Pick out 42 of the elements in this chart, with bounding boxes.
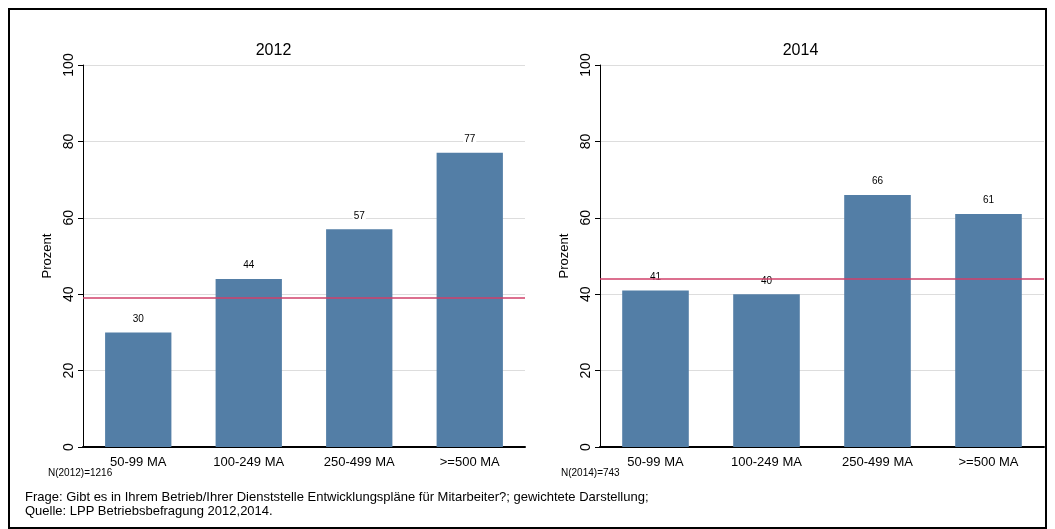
data-label: 66 (871, 175, 884, 187)
y-tick-label: 40 (577, 286, 593, 302)
y-tick-label: 80 (577, 133, 593, 150)
data-label: 44 (243, 259, 255, 271)
bar (622, 290, 689, 447)
bar (105, 332, 172, 447)
y-tick-label: 20 (577, 362, 593, 379)
y-tick-label: 60 (60, 209, 76, 226)
y-tick-label: 0 (60, 442, 76, 451)
x-tick-label: 50-99 MA (110, 454, 167, 469)
bar (844, 194, 911, 447)
data-label: 77 (464, 133, 476, 145)
y-axis-title: Prozent (39, 233, 54, 279)
y-tick-label: 0 (577, 442, 593, 451)
y-tick-label: 40 (60, 286, 76, 302)
y-axis-title: Prozent (556, 233, 571, 279)
data-label: 57 (353, 209, 366, 221)
x-tick-label: >=500 MA (439, 454, 501, 469)
bar (733, 294, 800, 447)
x-tick-label: >=500 MA (958, 454, 1019, 469)
y-tick-label: 60 (577, 209, 593, 226)
y-tick-label: 80 (60, 133, 76, 150)
bar (436, 152, 503, 447)
y-tick-label: 100 (60, 53, 76, 77)
x-tick-label: 100-249 MA (731, 454, 803, 469)
text: N(2014)=743 (561, 467, 620, 478)
x-tick-label: 250-499 MA (323, 454, 395, 469)
y-tick-label: 20 (60, 362, 76, 379)
data-label: 30 (132, 312, 145, 324)
chart-title: 2014 (782, 40, 819, 58)
text: Frage: Gibt es in Ihrem Betrieb/Ihrer Dienststelle Entwicklungspläne für Mitarbeiter?; gewichtete Darstellung; (25, 489, 650, 504)
x-tick-label: 250-499 MA (842, 454, 914, 469)
x-tick-label: 100-249 MA (213, 454, 285, 469)
bar (326, 229, 393, 447)
x-tick-label: 50-99 MA (627, 454, 684, 469)
text: N(2012)=1216 (48, 467, 113, 478)
bar (955, 213, 1022, 447)
y-tick-label: 100 (577, 53, 593, 77)
source-note: Quelle: LPP Betriebsbefragung 2012,2014. (25, 503, 274, 518)
data-label: 61 (982, 194, 995, 206)
chart-title: 2012 (255, 40, 292, 58)
bar (215, 278, 282, 447)
